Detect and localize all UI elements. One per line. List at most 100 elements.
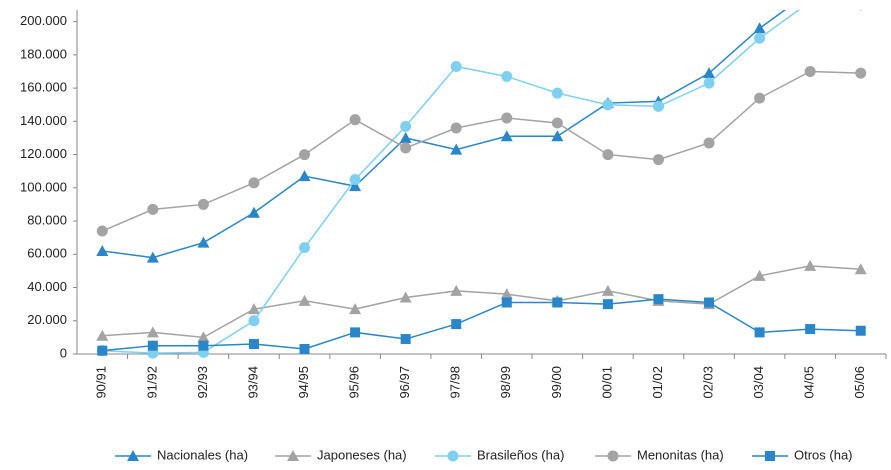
- marker: [349, 180, 362, 192]
- marker: [299, 344, 310, 355]
- marker: [96, 329, 109, 341]
- x-tick-label: 00/01: [599, 366, 614, 399]
- marker: [704, 297, 715, 308]
- series-line: [101, 70, 861, 232]
- marker: [247, 303, 260, 315]
- marker: [753, 22, 766, 34]
- marker: [287, 450, 299, 461]
- marker: [399, 131, 412, 143]
- marker: [552, 297, 563, 308]
- marker: [703, 67, 716, 79]
- plot: [96, 0, 867, 359]
- marker: [551, 117, 563, 129]
- y-tick-label: 200.000: [20, 13, 67, 28]
- marker: [652, 100, 664, 112]
- x-tick-label: 97/98: [448, 366, 463, 399]
- marker: [754, 92, 766, 104]
- marker: [854, 263, 867, 275]
- series-line: [102, 10, 787, 259]
- y-tick-label: 140.000: [20, 113, 67, 128]
- marker: [805, 0, 816, 7]
- marker: [450, 284, 463, 296]
- x-tick-label: 99/00: [549, 366, 564, 399]
- marker: [451, 319, 462, 330]
- marker: [399, 291, 412, 303]
- x-tick-label: 93/94: [245, 366, 260, 399]
- legend-label: Menonitas (ha): [637, 447, 724, 462]
- marker: [602, 149, 614, 161]
- marker: [248, 177, 260, 189]
- x-tick-label: 94/95: [296, 366, 311, 399]
- marker: [96, 244, 109, 256]
- marker: [765, 451, 775, 461]
- marker: [447, 450, 459, 462]
- y-tick-label: 60.000: [27, 246, 67, 261]
- marker: [804, 259, 817, 271]
- marker: [400, 142, 412, 154]
- marker: [753, 269, 766, 281]
- x-tick-label: 95/96: [347, 366, 362, 399]
- series-line: [102, 298, 861, 352]
- marker: [247, 206, 260, 218]
- y-tick-label: 180.000: [20, 46, 67, 61]
- marker: [551, 130, 564, 142]
- marker: [248, 339, 259, 350]
- marker: [248, 315, 260, 327]
- x-tick-label: 04/05: [802, 366, 817, 399]
- x-tick-label: 92/93: [195, 366, 210, 399]
- marker: [804, 65, 816, 77]
- marker: [198, 340, 209, 351]
- x-tick-label: 98/99: [498, 366, 513, 399]
- y-tick-label: 0: [60, 345, 67, 360]
- marker: [602, 99, 614, 111]
- x-tick-label: 96/97: [397, 366, 412, 399]
- marker: [298, 294, 311, 306]
- marker: [501, 70, 513, 82]
- legend-label: Brasileños (ha): [477, 447, 564, 462]
- marker: [97, 345, 108, 356]
- marker: [501, 112, 513, 124]
- marker: [754, 327, 765, 338]
- marker: [146, 326, 159, 338]
- marker: [146, 251, 159, 263]
- marker: [298, 170, 311, 182]
- legend-label: Otros (ha): [794, 447, 853, 462]
- marker: [601, 284, 614, 296]
- marker: [400, 120, 412, 132]
- marker: [197, 236, 210, 248]
- marker: [197, 331, 210, 343]
- marker: [500, 130, 513, 142]
- y-tick-label: 80.000: [27, 212, 67, 227]
- x-tick-label: 02/03: [700, 366, 715, 399]
- legend-label: Nacionales (ha): [157, 447, 248, 462]
- marker: [501, 297, 512, 308]
- marker: [350, 327, 361, 338]
- x-tick-label: 01/02: [650, 366, 665, 399]
- marker: [652, 154, 664, 166]
- marker: [500, 288, 513, 300]
- marker: [299, 242, 311, 254]
- marker: [127, 450, 139, 461]
- marker: [349, 303, 362, 315]
- marker: [602, 299, 613, 310]
- marker: [197, 198, 209, 210]
- x-tick-label: 90/91: [94, 366, 109, 399]
- marker: [299, 149, 311, 161]
- marker: [607, 450, 619, 462]
- marker: [349, 114, 361, 126]
- y-tick-label: 120.000: [20, 146, 67, 161]
- series-line: [102, 10, 800, 354]
- marker: [855, 67, 867, 79]
- marker: [855, 325, 866, 336]
- marker: [653, 294, 664, 305]
- y-tick-label: 40.000: [27, 279, 67, 294]
- marker: [147, 203, 159, 215]
- marker: [551, 87, 563, 99]
- marker: [96, 225, 108, 237]
- y-tick-label: 160.000: [20, 80, 67, 95]
- marker: [400, 334, 411, 345]
- marker: [450, 122, 462, 134]
- marker: [858, 10, 864, 11]
- marker: [349, 174, 361, 186]
- y-tick-label: 100.000: [20, 179, 67, 194]
